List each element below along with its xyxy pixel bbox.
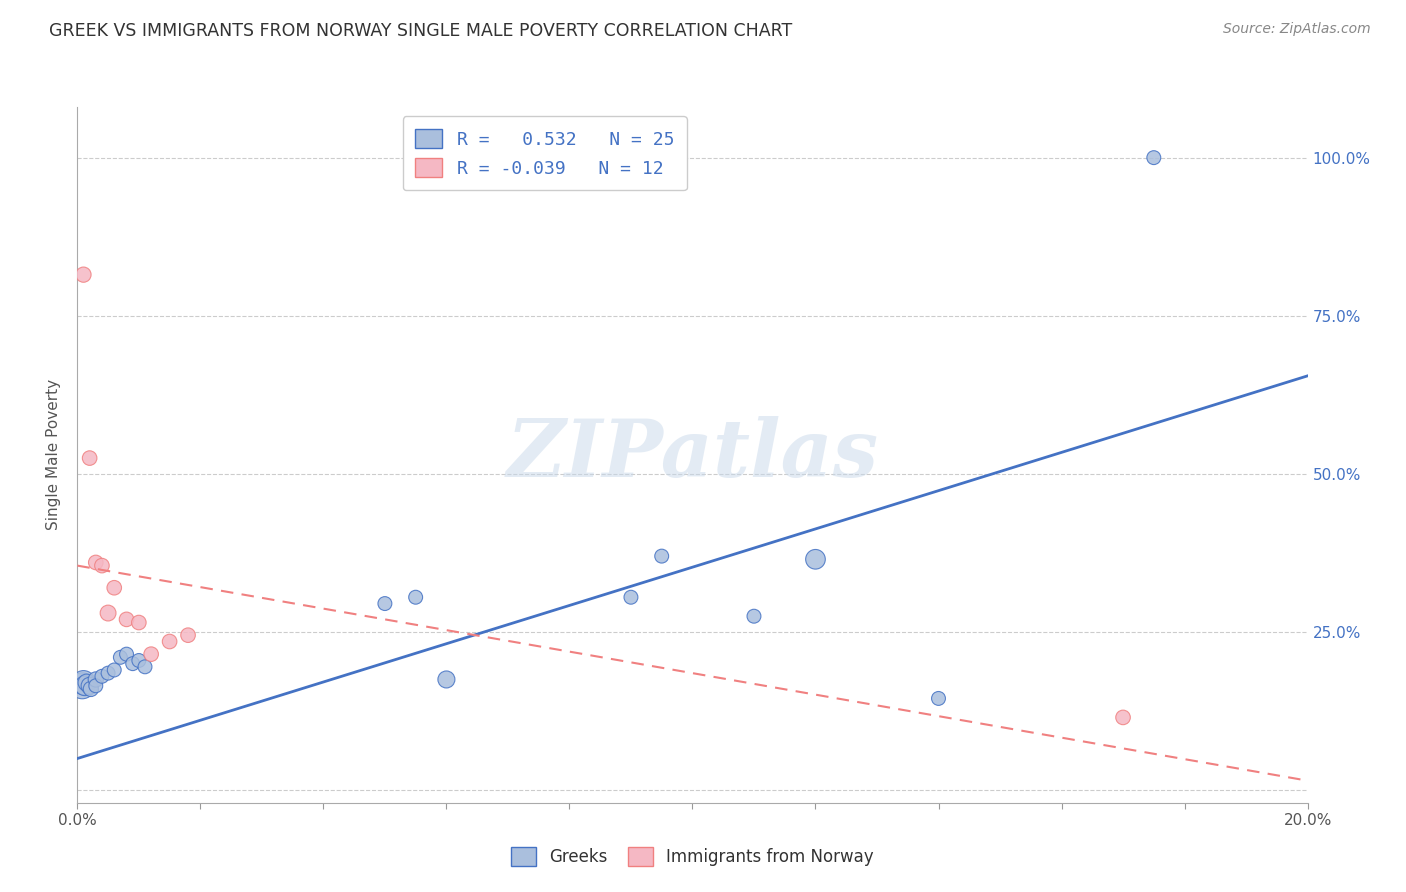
Point — [84, 556, 107, 570]
Point — [73, 679, 96, 693]
Text: GREEK VS IMMIGRANTS FROM NORWAY SINGLE MALE POVERTY CORRELATION CHART: GREEK VS IMMIGRANTS FROM NORWAY SINGLE M… — [49, 22, 793, 40]
Y-axis label: Single Male Poverty: Single Male Poverty — [46, 379, 62, 531]
Point — [141, 647, 163, 661]
Point — [651, 549, 673, 563]
Point — [70, 679, 93, 693]
Point — [620, 591, 643, 605]
Point — [72, 268, 94, 282]
Point — [115, 612, 138, 626]
Point — [97, 606, 120, 620]
Point — [110, 650, 132, 665]
Point — [405, 591, 427, 605]
Point — [84, 673, 107, 687]
Point — [374, 597, 396, 611]
Point — [121, 657, 143, 671]
Point — [79, 451, 101, 466]
Point — [1112, 710, 1135, 724]
Point — [128, 615, 150, 630]
Point — [159, 634, 181, 648]
Point — [928, 691, 950, 706]
Point — [742, 609, 765, 624]
Point — [72, 675, 94, 690]
Point — [804, 552, 827, 566]
Point — [97, 666, 120, 681]
Point — [84, 679, 107, 693]
Point — [76, 675, 98, 690]
Point — [436, 673, 458, 687]
Point — [128, 653, 150, 667]
Point — [79, 679, 101, 693]
Point — [1143, 151, 1166, 165]
Point — [103, 663, 125, 677]
Point — [90, 669, 114, 683]
Text: Source: ZipAtlas.com: Source: ZipAtlas.com — [1223, 22, 1371, 37]
Legend: Greeks, Immigrants from Norway: Greeks, Immigrants from Norway — [503, 839, 882, 874]
Point — [134, 660, 156, 674]
Point — [177, 628, 200, 642]
Point — [90, 558, 114, 573]
Point — [103, 581, 125, 595]
Text: ZIPatlas: ZIPatlas — [506, 417, 879, 493]
Point — [80, 681, 103, 696]
Point — [115, 647, 138, 661]
